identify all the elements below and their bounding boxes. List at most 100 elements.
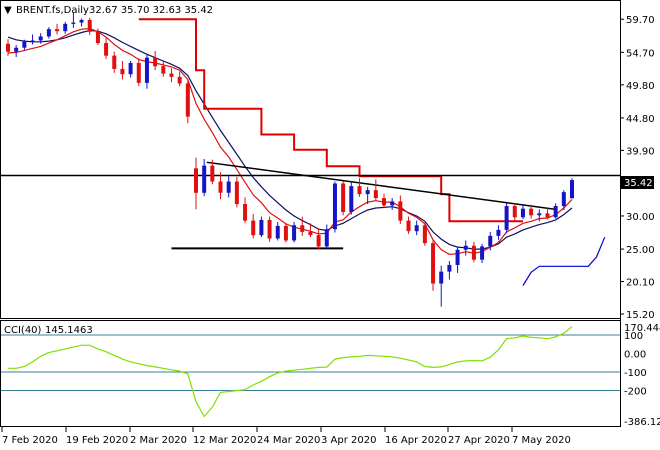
candle-body bbox=[488, 235, 493, 247]
candle-body bbox=[112, 55, 117, 69]
candle-body bbox=[382, 198, 386, 206]
candle-body bbox=[161, 66, 166, 74]
candle-body bbox=[120, 68, 125, 75]
date-tick-label: 27 Apr 2020 bbox=[448, 435, 510, 446]
date-tick-label: 2 Mar 2020 bbox=[130, 435, 187, 446]
candle-body bbox=[30, 40, 35, 42]
candle-body bbox=[365, 190, 370, 195]
candle-body bbox=[259, 219, 264, 236]
candle-body bbox=[545, 213, 550, 218]
price-tick-label: 15.20 bbox=[626, 310, 655, 321]
candle-body bbox=[390, 201, 395, 206]
candle-body bbox=[537, 213, 542, 216]
price-tick-label: 30.00 bbox=[626, 212, 655, 223]
candle-body bbox=[46, 29, 51, 37]
blue-stop-line bbox=[522, 236, 606, 286]
candle-body bbox=[226, 181, 231, 193]
date-tick-label: 16 Apr 2020 bbox=[385, 435, 447, 446]
candle-body bbox=[316, 235, 321, 247]
candle-body bbox=[136, 62, 141, 83]
cci-tick-label: -386.12 bbox=[624, 417, 660, 428]
candle-body bbox=[210, 165, 215, 182]
collapse-triangle-icon[interactable]: ▼ bbox=[4, 5, 12, 16]
price-badge-box bbox=[621, 176, 654, 189]
candle-body bbox=[169, 73, 174, 77]
candle-body bbox=[455, 249, 460, 265]
price-tick-label: 59.70 bbox=[626, 15, 655, 26]
candle-body bbox=[414, 225, 419, 232]
candle-body bbox=[349, 186, 354, 212]
red-stop-line bbox=[138, 18, 523, 223]
candle-body bbox=[95, 31, 100, 44]
candle-body bbox=[79, 19, 84, 23]
candle-body bbox=[422, 225, 427, 244]
date-tick-label: 24 Mar 2020 bbox=[257, 435, 320, 446]
cci-label: CCI(40) bbox=[4, 325, 42, 336]
candle-body bbox=[234, 181, 239, 205]
candle-body bbox=[251, 220, 256, 236]
fast-moving-average-line bbox=[7, 27, 573, 256]
price-tick-label: 25.00 bbox=[626, 245, 655, 256]
date-tick-label: 7 May 2020 bbox=[512, 435, 571, 446]
candle-body bbox=[153, 57, 158, 67]
candle-body bbox=[406, 220, 411, 232]
cci-value: 145.1463 bbox=[45, 325, 93, 336]
candle-body bbox=[431, 243, 436, 284]
candle-body bbox=[275, 225, 280, 239]
candle-body bbox=[463, 245, 468, 250]
candle-body bbox=[480, 246, 485, 260]
candle-body bbox=[63, 23, 68, 32]
candle-body bbox=[292, 225, 297, 241]
candle-body bbox=[22, 41, 27, 48]
main-panel-frame bbox=[0, 0, 621, 319]
price-tick-label: 49.80 bbox=[626, 81, 655, 92]
candle-body bbox=[300, 225, 305, 232]
candle-body bbox=[332, 183, 337, 230]
date-tick-label: 12 Mar 2020 bbox=[193, 435, 256, 446]
cci-tick-label: -200 bbox=[624, 387, 647, 398]
candle-body bbox=[218, 181, 223, 193]
cci-tick-label: -100 bbox=[624, 368, 647, 379]
candle-body bbox=[104, 43, 109, 56]
candle-body bbox=[177, 76, 182, 84]
candle-body bbox=[504, 206, 509, 230]
candle-body bbox=[553, 206, 558, 218]
cci-tick-label: 0.00 bbox=[624, 350, 646, 361]
candle-body bbox=[194, 168, 198, 193]
candle-body bbox=[324, 229, 329, 247]
candle-body bbox=[398, 201, 403, 221]
candle-body bbox=[14, 47, 19, 52]
candle-body bbox=[6, 43, 10, 52]
candle-body bbox=[520, 208, 525, 218]
ohlc-values: 32.67 35.70 32.63 35.42 bbox=[89, 5, 213, 16]
candle-body bbox=[87, 19, 92, 32]
symbol-label: BRENT.fs,Daily bbox=[16, 5, 89, 16]
candle-body bbox=[471, 245, 476, 260]
candle-body bbox=[447, 264, 452, 272]
candle-body bbox=[38, 36, 43, 41]
candle-body bbox=[128, 62, 133, 75]
candle-body bbox=[267, 219, 272, 239]
price-tick-label: 54.70 bbox=[626, 48, 655, 59]
candle-body bbox=[357, 186, 362, 195]
date-tick-label: 19 Feb 2020 bbox=[66, 435, 128, 446]
date-tick-label: 7 Feb 2020 bbox=[2, 435, 58, 446]
candle-body bbox=[512, 206, 517, 218]
candle-body bbox=[202, 165, 207, 193]
date-tick-label: 3 Apr 2020 bbox=[321, 435, 376, 446]
cci-line bbox=[8, 326, 573, 418]
trend-line bbox=[206, 161, 556, 211]
candle-body bbox=[283, 225, 288, 241]
candle-body bbox=[439, 271, 444, 284]
price-badge: 35.42 bbox=[624, 178, 653, 189]
candle-body bbox=[144, 57, 149, 83]
candle-body bbox=[185, 83, 190, 117]
candle-body bbox=[570, 180, 574, 199]
price-tick-label: 20.10 bbox=[626, 278, 655, 289]
cci-tick-label: 100 bbox=[624, 331, 643, 342]
candle-body bbox=[561, 192, 566, 207]
candle-body bbox=[55, 29, 60, 32]
candle-body bbox=[529, 208, 534, 216]
candle-body bbox=[341, 183, 346, 212]
